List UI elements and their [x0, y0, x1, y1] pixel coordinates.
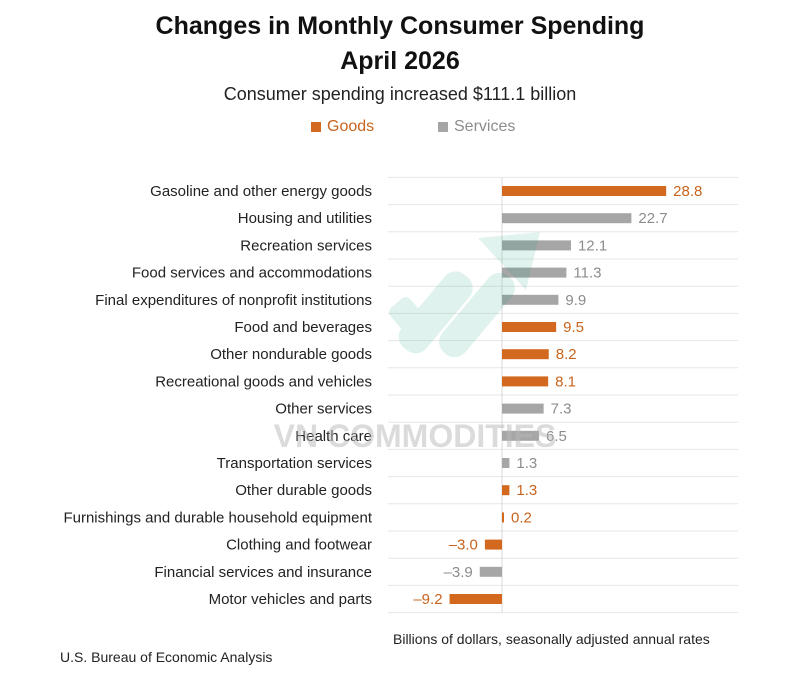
category-label: Food and beverages — [234, 319, 372, 336]
bar-services — [502, 240, 571, 251]
data-label: –9.2 — [413, 591, 442, 608]
bar-goods — [502, 322, 557, 332]
bar-goods — [449, 594, 502, 604]
category-label: Final expenditures of nonprofit institut… — [95, 292, 372, 309]
bar-goods — [502, 186, 667, 196]
data-label: 1.3 — [516, 455, 537, 472]
data-label: 8.2 — [556, 346, 577, 363]
legend-item-goods: Goods — [311, 118, 374, 136]
category-label: Recreational goods and vehicles — [155, 373, 372, 390]
data-label: –3.9 — [444, 564, 473, 581]
category-label: Financial services and insurance — [154, 564, 372, 581]
data-label: 9.9 — [565, 292, 586, 309]
bar-goods — [484, 539, 502, 550]
legend-swatch-services — [438, 122, 448, 132]
data-label: 9.5 — [563, 319, 584, 336]
bar-services — [502, 267, 567, 278]
category-label: Other services — [275, 401, 372, 418]
category-label: Motor vehicles and parts — [209, 591, 372, 608]
data-label: 7.3 — [551, 401, 572, 418]
category-label: Housing and utilities — [238, 210, 372, 227]
data-label: 1.3 — [516, 482, 537, 499]
category-label: Other nondurable goods — [210, 346, 372, 363]
legend-item-services: Services — [438, 118, 515, 136]
legend-label-services: Services — [454, 118, 516, 135]
category-label: Food services and accommodations — [132, 265, 372, 282]
source-note: U.S. Bureau of Economic Analysis — [60, 649, 273, 665]
category-label: Other durable goods — [235, 482, 372, 499]
data-label: 12.1 — [578, 237, 607, 254]
data-label: 11.3 — [573, 265, 601, 282]
bar-services — [502, 458, 510, 468]
chart-title-date: April 2026 — [340, 47, 460, 75]
data-label: 28.8 — [673, 183, 702, 200]
category-label: Recreation services — [240, 237, 372, 254]
bar-goods — [502, 485, 510, 496]
units-note: Billions of dollars, seasonally adjusted… — [393, 631, 710, 647]
data-label: 6.5 — [546, 428, 567, 445]
data-label: 0.2 — [511, 509, 532, 526]
data-label: 8.1 — [555, 373, 576, 390]
bar-goods — [502, 376, 549, 387]
legend: Goods Services — [0, 118, 800, 138]
chart-title: Changes in Monthly Consumer Spending — [155, 12, 645, 40]
data-label: 22.7 — [638, 210, 667, 227]
data-label: –3.0 — [449, 537, 478, 554]
category-label: Gasoline and other energy goods — [150, 183, 372, 200]
bar-services — [502, 430, 540, 441]
bar-services — [502, 213, 632, 224]
chart-subtitle: Consumer spending increased $111.1 billi… — [223, 84, 577, 104]
category-label: Furnishings and durable household equipm… — [63, 509, 372, 526]
bar-services — [502, 403, 544, 414]
legend-swatch-goods — [311, 122, 321, 132]
bar-services — [502, 294, 559, 305]
bar-goods — [502, 349, 549, 360]
category-label: Health care — [295, 428, 372, 445]
bar-goods — [502, 512, 504, 523]
legend-label-goods: Goods — [327, 118, 375, 135]
category-label: Clothing and footwear — [226, 537, 372, 554]
bar-services — [479, 566, 502, 577]
category-label: Transportation services — [217, 455, 372, 472]
